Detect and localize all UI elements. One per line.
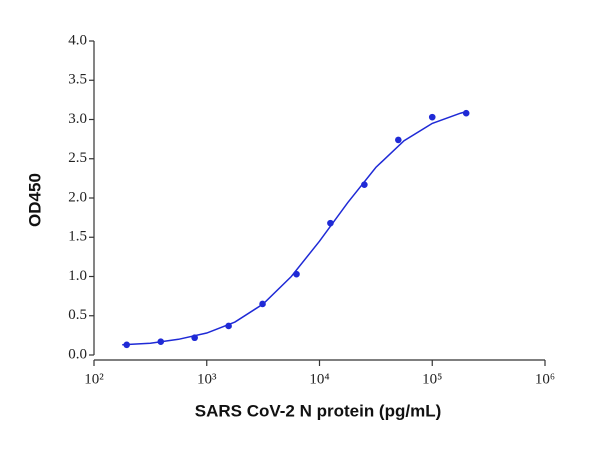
y-tick-label: 2.0 bbox=[68, 189, 87, 205]
y-tick-label: 0.0 bbox=[68, 346, 87, 362]
data-point bbox=[259, 300, 266, 308]
x-tick-label: 10⁶ bbox=[535, 371, 555, 387]
y-tick-label: 1.5 bbox=[68, 229, 87, 245]
fit-curve bbox=[122, 110, 467, 346]
data-point bbox=[428, 113, 436, 121]
x-axis-title: SARS CoV-2 N protein (pg/mL) bbox=[195, 401, 442, 420]
y-tick-label: 2.5 bbox=[68, 150, 87, 166]
data-point bbox=[462, 109, 470, 117]
y-tick-label: 4.0 bbox=[68, 32, 87, 48]
y-tick-label: 3.5 bbox=[68, 72, 87, 88]
x-tick-label: 10³ bbox=[197, 371, 217, 387]
data-point bbox=[361, 181, 368, 188]
data-point bbox=[225, 322, 232, 330]
data-point bbox=[327, 219, 334, 227]
y-tick-label: 3.0 bbox=[68, 111, 87, 127]
data-point bbox=[157, 338, 165, 345]
y-tick-label: 0.5 bbox=[68, 307, 87, 323]
y-tick-label: 1.0 bbox=[68, 268, 87, 284]
data-point bbox=[395, 136, 402, 144]
data-point bbox=[293, 270, 300, 278]
x-tick-label: 10² bbox=[84, 371, 104, 387]
y-axis-title: OD450 bbox=[25, 173, 44, 227]
data-point bbox=[191, 334, 198, 342]
x-tick-label: 10⁵ bbox=[422, 371, 442, 387]
data-point bbox=[123, 341, 131, 349]
x-tick-label: 10⁴ bbox=[309, 371, 329, 387]
